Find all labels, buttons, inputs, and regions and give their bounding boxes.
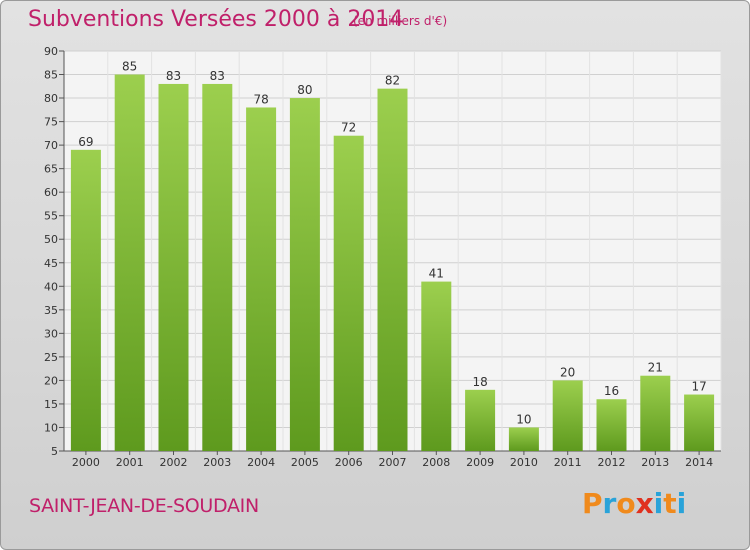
bar-2006[interactable]: [333, 135, 364, 452]
value-label: 17: [691, 380, 706, 394]
bar-2013[interactable]: [640, 375, 671, 451]
value-label: 16: [604, 384, 619, 398]
value-label: 80: [297, 83, 312, 97]
value-label: 72: [341, 121, 356, 135]
bar-2003[interactable]: [202, 83, 233, 452]
value-label: 83: [166, 69, 181, 83]
logo-letter: P: [582, 487, 603, 520]
y-tick-label: 5: [51, 445, 58, 458]
value-label: 10: [516, 412, 531, 426]
x-tick-label: 2000: [72, 456, 100, 469]
value-label: 83: [210, 69, 225, 83]
value-label: 69: [78, 135, 93, 149]
proxiti-logo[interactable]: Proxiti: [582, 487, 686, 520]
x-tick-label: 2002: [160, 456, 188, 469]
x-tick-label: 2006: [335, 456, 363, 469]
x-tick-label: 2005: [291, 456, 319, 469]
value-label: 82: [385, 74, 400, 88]
bar-2010[interactable]: [508, 427, 539, 451]
logo-letter: o: [616, 487, 636, 520]
y-tick-label: 85: [44, 69, 58, 82]
axes: 5 10 15 20 25 30 35 40 45 50 55 60 65 70 75 80 85 90 2000 2…: [44, 45, 721, 469]
value-label: 78: [253, 92, 268, 106]
y-tick-label: 70: [44, 139, 58, 152]
bar-2014[interactable]: [684, 394, 715, 451]
bar-2008[interactable]: [421, 281, 452, 451]
value-labels: 69 85 83 83 78 80 72 82 41 18 10 20 16 21 17: [78, 60, 706, 427]
bar-2004[interactable]: [246, 107, 277, 452]
bar-2005[interactable]: [289, 98, 320, 451]
bar-2009[interactable]: [465, 389, 496, 451]
value-label: 18: [472, 375, 487, 389]
y-tick-label: 75: [44, 116, 58, 129]
y-tick-label: 50: [44, 233, 58, 246]
x-tick-label: 2009: [466, 456, 494, 469]
value-label: 41: [429, 267, 444, 281]
y-tick-label: 80: [44, 92, 58, 105]
bar-2002[interactable]: [158, 83, 189, 452]
y-tick-label: 15: [44, 398, 58, 411]
bar-2000[interactable]: [70, 149, 101, 451]
logo-letter: r: [602, 487, 617, 520]
y-tick-label: 10: [44, 421, 58, 434]
x-tick-label: 2004: [247, 456, 275, 469]
x-tick-label: 2003: [203, 456, 231, 469]
x-tick-label: 2008: [422, 456, 450, 469]
x-tick-label: 2007: [379, 456, 407, 469]
y-tick-label: 30: [44, 327, 58, 340]
x-tick-label: 2010: [510, 456, 538, 469]
bar-2007[interactable]: [377, 88, 408, 451]
bar-2012[interactable]: [596, 399, 627, 451]
x-tick-label: 2012: [598, 456, 626, 469]
y-tick-label: 65: [44, 163, 58, 176]
bars: [70, 74, 715, 452]
y-tick-label: 40: [44, 280, 58, 293]
value-label: 85: [122, 60, 137, 74]
chart-subtitle: (en milliers d'€): [353, 14, 448, 28]
x-tick-label: 2001: [116, 456, 144, 469]
y-tick-label: 25: [44, 351, 58, 364]
chart-title: Subventions Versées 2000 à 2014: [28, 7, 404, 32]
logo-letter: i: [676, 487, 687, 520]
y-tick-label: 45: [44, 257, 58, 270]
y-tick-label: 55: [44, 210, 58, 223]
logo-letter: t: [663, 487, 677, 520]
bar-2011[interactable]: [552, 380, 583, 451]
value-label: 21: [648, 361, 663, 375]
commune-name: SAINT-JEAN-DE-SOUDAIN: [29, 495, 259, 517]
bar-2001[interactable]: [114, 74, 145, 451]
y-tick-label: 90: [44, 45, 58, 58]
x-tick-label: 2014: [685, 456, 713, 469]
x-tick-label: 2011: [554, 456, 582, 469]
y-tick-label: 20: [44, 374, 58, 387]
x-tick-label: 2013: [641, 456, 669, 469]
logo-letter: x: [635, 487, 654, 520]
logo-letter: i: [653, 487, 664, 520]
y-tick-label: 35: [44, 304, 58, 317]
value-label: 20: [560, 365, 575, 379]
y-tick-label: 60: [44, 186, 58, 199]
